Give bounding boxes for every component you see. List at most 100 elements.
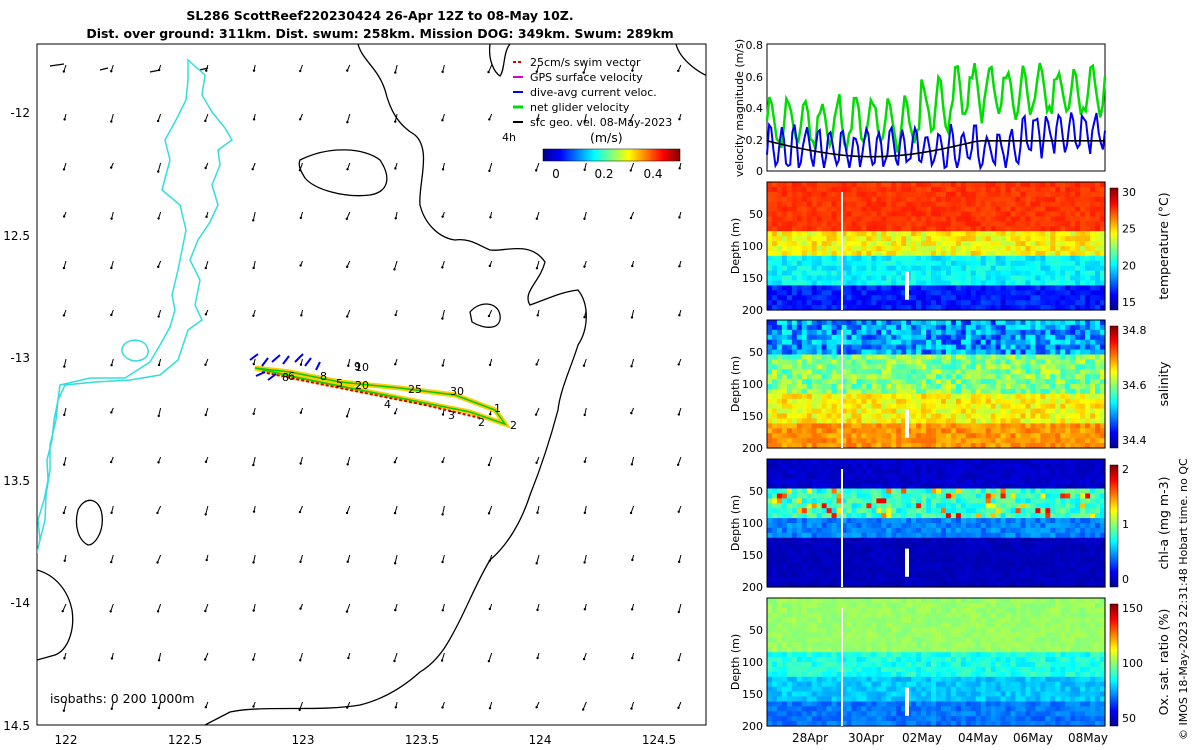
heat-cell (801, 384, 808, 390)
heat-cell (975, 270, 982, 277)
heat-cell (776, 344, 783, 351)
heat-cell (816, 388, 823, 395)
heat-cell (801, 280, 808, 286)
heat-cell (791, 513, 798, 519)
heat-cell (1065, 231, 1071, 237)
heat-cell (980, 344, 987, 351)
heat-cell (1100, 349, 1106, 355)
heat-cell (826, 577, 833, 583)
heat-cell (1020, 216, 1027, 222)
heat-cell (1015, 265, 1022, 272)
heat-cell (950, 542, 957, 549)
heat-cell (1095, 423, 1101, 429)
heat-cell (926, 280, 932, 286)
heat-cell (1050, 438, 1056, 444)
heat-cell (881, 221, 887, 227)
heat-cell (901, 552, 907, 558)
heat-cell (1040, 241, 1046, 247)
heat-cell (1010, 231, 1017, 237)
heat-cell (836, 537, 843, 544)
heat-cell (806, 508, 813, 514)
heat-cell (796, 388, 803, 395)
heat-cell (896, 241, 902, 247)
heat-cell (1095, 206, 1101, 213)
heat-cell (866, 339, 872, 346)
heat-cell (772, 285, 778, 291)
heat-cell (831, 488, 838, 494)
heat-cell (866, 523, 872, 529)
heat-cell (1070, 354, 1076, 360)
heat-cell (861, 527, 867, 534)
heat-cell (871, 398, 877, 405)
heat-cell (1070, 403, 1076, 410)
heat-cell (836, 250, 843, 257)
heat-cell (906, 354, 912, 360)
heat-cell (1100, 364, 1106, 370)
heat-cell (821, 433, 828, 439)
heat-cell (886, 388, 892, 395)
heat-cell (1060, 438, 1066, 444)
heat-cell (836, 532, 843, 539)
heat-cell (931, 305, 937, 311)
heat-cell (851, 582, 858, 588)
heat-cell (836, 567, 843, 573)
heat-cell (955, 290, 962, 296)
heat-cell (881, 473, 887, 480)
heat-cell (821, 265, 828, 272)
heat-cell (866, 354, 872, 360)
heat-cell (1060, 374, 1066, 380)
heat-cell (1075, 206, 1081, 213)
heat-cell (990, 408, 997, 415)
heat-cell (781, 182, 788, 188)
heat-cell (896, 523, 902, 529)
heat-cell (891, 349, 897, 355)
heat-cell (955, 236, 962, 242)
heat-cell (891, 246, 897, 252)
heat-cell (886, 433, 892, 439)
heat-cell (821, 349, 828, 355)
heat-cell (896, 354, 902, 360)
heat-cell (841, 552, 848, 558)
heat-cell (846, 339, 853, 346)
velocity-arrow (62, 701, 67, 712)
heat-cell (871, 211, 877, 217)
heat-cell (1035, 349, 1041, 355)
heat-cell (831, 250, 838, 257)
heat-cell (950, 211, 957, 217)
heat-cell (821, 334, 828, 341)
heat-cell (955, 552, 962, 558)
heat-cell (767, 206, 773, 213)
heat-cell (1010, 393, 1017, 400)
heat-cell (896, 498, 902, 504)
heat-cell (796, 324, 803, 331)
heat-cell (821, 547, 828, 554)
heat-cell (906, 300, 912, 306)
heat-cell (826, 349, 833, 355)
heat-cell (1050, 354, 1056, 360)
heat-cell (871, 379, 877, 385)
heat-cell (776, 349, 783, 355)
heat-cell (960, 344, 967, 351)
heat-cell (926, 226, 932, 232)
heat-cell (861, 369, 867, 375)
heat-cell (965, 295, 972, 301)
heat-cell (950, 305, 957, 311)
heat-cell (931, 250, 937, 257)
heat-cell (901, 334, 907, 341)
heat-cell (1100, 226, 1106, 232)
heat-cell (1095, 413, 1101, 419)
heat-cell (1065, 393, 1071, 400)
heat-cell (965, 221, 972, 227)
heat-cell (871, 433, 877, 439)
velocity-arrow (110, 652, 114, 660)
heat-cell (871, 438, 877, 444)
heat-cell (1055, 379, 1061, 385)
heat-cell (985, 280, 992, 286)
heat-cell (945, 280, 952, 286)
legend-note: 4h (502, 131, 516, 144)
heat-cell (861, 275, 867, 281)
heat-cell (995, 211, 1002, 217)
heat-cell (995, 285, 1002, 291)
heat-cell (1030, 384, 1036, 390)
heat-cell (776, 374, 783, 380)
